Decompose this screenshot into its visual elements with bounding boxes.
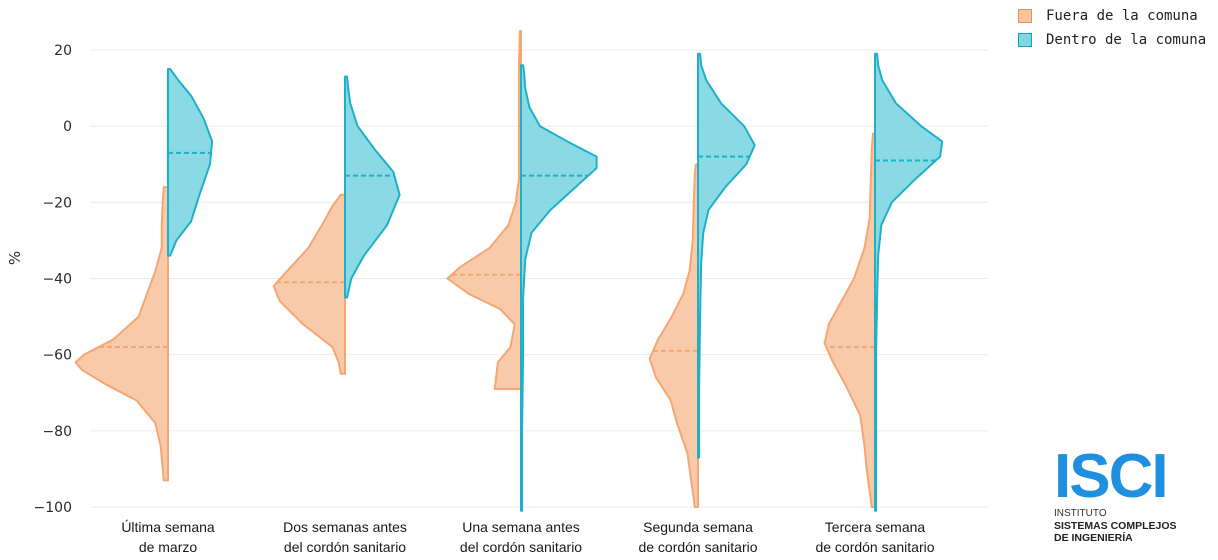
category-label: Última semana <box>121 519 215 535</box>
category-label: Segunda semana <box>643 519 753 535</box>
violin-dentro-1 <box>344 75 401 299</box>
y-axis-ticks: 20 0 −20 −40 −60 −80 −100 <box>34 43 72 516</box>
y-tick-label: −80 <box>42 424 72 440</box>
legend-item-dentro[interactable]: Dentro de la comuna <box>1018 28 1206 52</box>
y-tick-label: −40 <box>42 272 72 288</box>
category-label: del cordón sanitario <box>460 539 582 555</box>
legend-item-fuera[interactable]: Fuera de la comuna <box>1018 4 1206 28</box>
legend-swatch-fuera <box>1018 9 1032 23</box>
legend-swatch-dentro <box>1018 33 1032 47</box>
category-label: del cordón sanitario <box>284 539 406 555</box>
violin-dentro-0 <box>167 68 214 257</box>
category-label: de cordón sanitario <box>638 539 757 555</box>
violin-dentro-3 <box>697 52 756 459</box>
category-labels: Última semana de marzo Dos semanas antes de… <box>121 519 934 555</box>
y-tick-label: 0 <box>63 119 72 135</box>
y-tick-label: −20 <box>42 195 72 211</box>
violin-fuera-0 <box>74 186 169 482</box>
logo-line-ingenieria: DE INGENIERÍA <box>1054 532 1133 544</box>
legend-label-dentro: Dentro de la comuna <box>1046 32 1207 48</box>
violin-fuera-4 <box>823 132 876 508</box>
legend: Fuera de la comuna Dentro de la comuna <box>1018 4 1206 52</box>
isci-logo: ISCI INSTITUTO SISTEMAS COMPLEJOS DE ING… <box>1054 442 1214 560</box>
category-label: Una semana antes <box>462 519 580 535</box>
category-label: de cordón sanitario <box>815 539 934 555</box>
y-tick-label: −100 <box>34 500 72 516</box>
violins <box>74 29 944 512</box>
violin-dentro-4 <box>874 52 944 512</box>
category-label: Tercera semana <box>825 519 926 535</box>
logo-mark: ISCI <box>1054 442 1169 511</box>
logo-line-sistemas: SISTEMAS COMPLEJOS <box>1054 520 1177 532</box>
y-axis-title: % <box>6 251 24 265</box>
category-label: Dos semanas antes <box>283 519 407 535</box>
legend-label-fuera: Fuera de la comuna <box>1046 8 1198 24</box>
y-tick-label: −60 <box>42 348 72 364</box>
violin-fuera-1 <box>272 193 346 375</box>
violin-fuera-2 <box>446 29 522 390</box>
violin-dentro-2 <box>520 64 598 512</box>
logo-line-instituto: INSTITUTO <box>1054 508 1107 519</box>
y-tick-label: 20 <box>54 43 72 59</box>
violin-fuera-3 <box>648 163 699 508</box>
category-label: de marzo <box>139 539 198 555</box>
